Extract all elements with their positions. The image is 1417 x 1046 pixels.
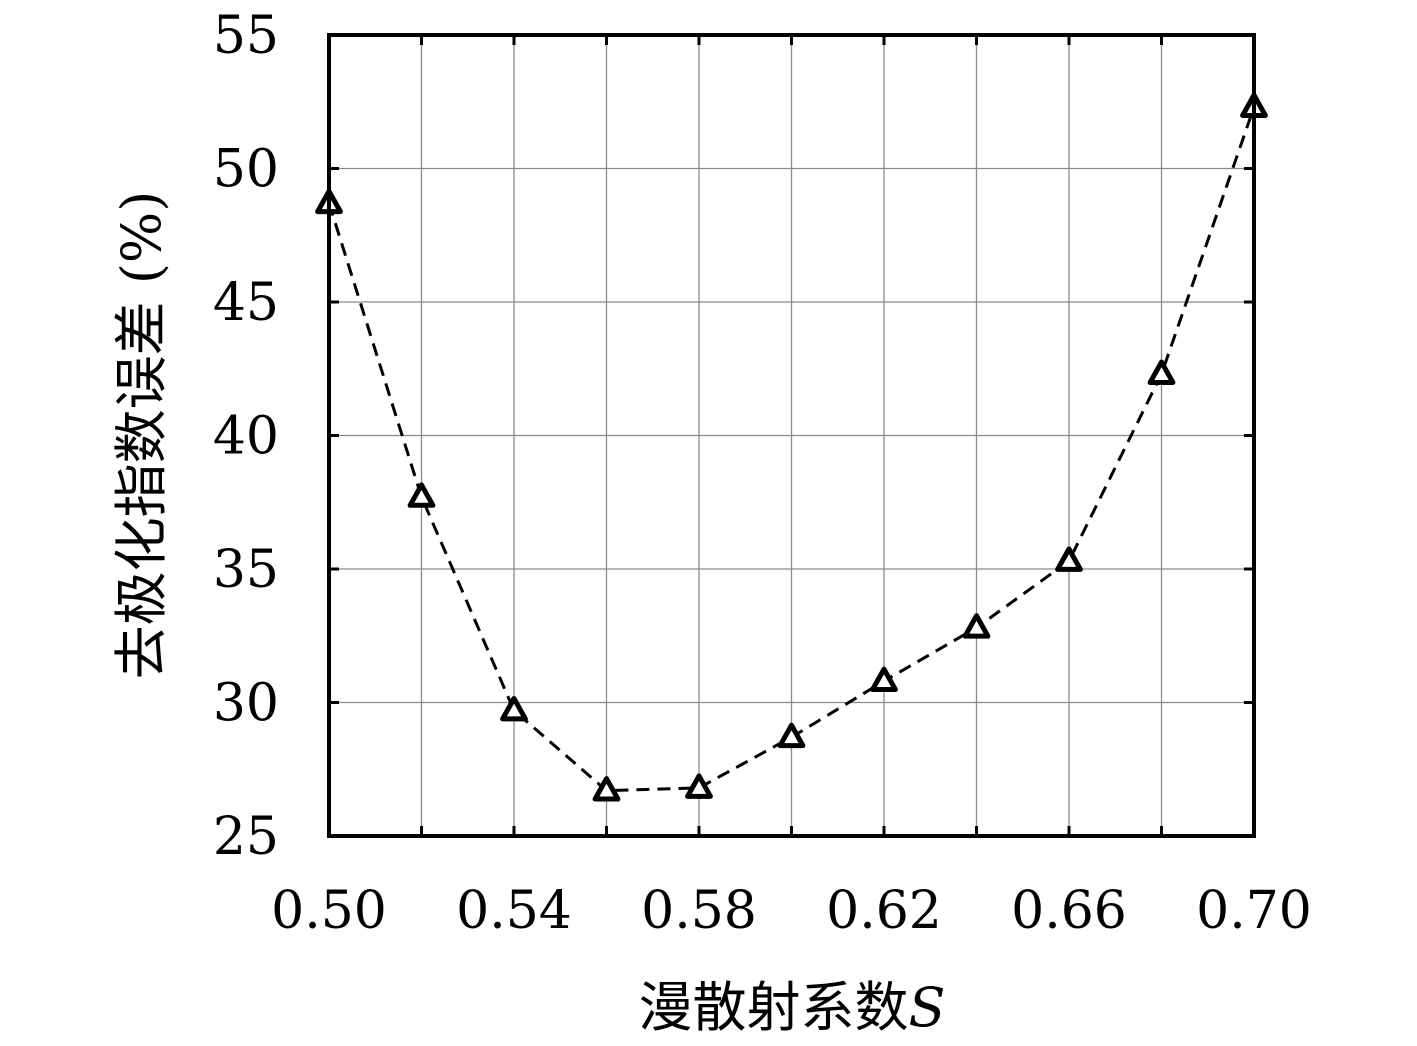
y-axis-label: 去极化指数误差 (%) bbox=[110, 191, 173, 680]
x-tick-label: 0.58 bbox=[641, 881, 757, 941]
x-tick-label: 0.54 bbox=[456, 881, 572, 941]
plot-frame bbox=[327, 33, 1256, 838]
data-point-triangle bbox=[962, 613, 991, 639]
x-axis-label: 漫散射系数S bbox=[639, 976, 946, 1039]
grid bbox=[328, 34, 1255, 837]
data-point-triangle bbox=[592, 776, 621, 802]
x-tick-label: 0.66 bbox=[1011, 881, 1127, 941]
data-point-triangle bbox=[870, 666, 898, 693]
data-point-triangle bbox=[777, 722, 806, 749]
data-point-triangle bbox=[407, 482, 436, 508]
x-tick-labels: 0.50 0.54 0.58 0.62 0.66 0.70 bbox=[271, 881, 1312, 941]
y-tick-label: 40 bbox=[213, 407, 279, 467]
data-point-triangle bbox=[685, 773, 713, 799]
y-tick-label: 45 bbox=[213, 273, 279, 333]
x-tick-label: 0.62 bbox=[826, 881, 942, 941]
data-point-triangle bbox=[1055, 546, 1083, 572]
y-tick-label: 25 bbox=[213, 807, 279, 867]
x-tick-label: 0.50 bbox=[271, 881, 387, 941]
x-tick-label: 0.70 bbox=[1196, 881, 1312, 941]
x-axis-label-symbol: S bbox=[909, 976, 946, 1039]
data-point-triangle bbox=[500, 696, 528, 722]
y-tick-label: 30 bbox=[213, 674, 279, 734]
y-tick-labels: 25 30 35 40 45 50 55 bbox=[213, 6, 279, 867]
y-tick-label: 50 bbox=[213, 140, 279, 200]
x-axis-label-text: 漫散射系数 bbox=[639, 976, 909, 1039]
y-tick-label: 35 bbox=[213, 540, 279, 600]
y-tick-label: 55 bbox=[213, 6, 279, 66]
data-point-triangle bbox=[1147, 359, 1176, 385]
